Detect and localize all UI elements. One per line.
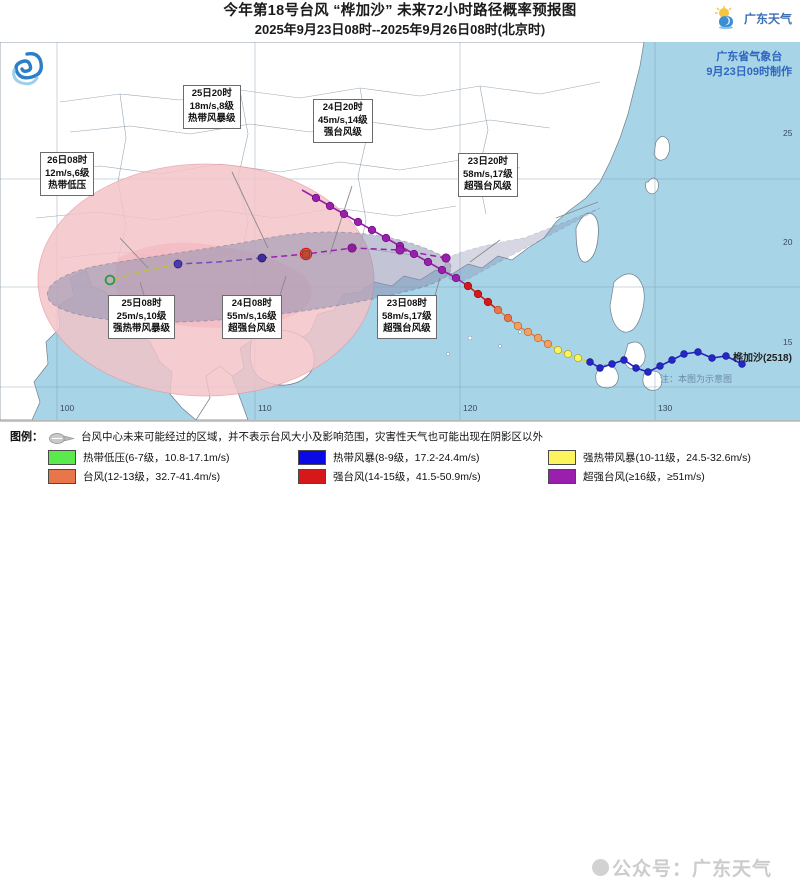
watermark-avatar (592, 859, 609, 876)
typhoon-swirl-icon (6, 48, 48, 88)
legend-item-superty: 超强台风(≥16级，≥51m/s) (548, 469, 793, 484)
callout-grade: 热带风暴级 (188, 113, 236, 124)
callout-24d-08[interactable]: 24日08时 55m/s,16级 超强台风级 (222, 295, 282, 339)
callout-24d-20[interactable]: 24日20时 45m/s,14级 强台风级 (313, 99, 373, 143)
swatch-severe-tropical-storm (548, 450, 576, 465)
callout-25d-20[interactable]: 25日20时 18m/s,8级 热带风暴级 (183, 85, 241, 129)
legend-text: 强热带风暴(10-11级，24.5-32.6m/s) (583, 452, 751, 464)
callout-wind: 58m/s,17级 (382, 310, 432, 322)
swatch-severe-typhoon (298, 469, 326, 484)
agency-stamp: 广东省气象台 9月23日09时制作 (706, 50, 792, 80)
page-title: 今年第18号台风 “桦加沙” 未来72小时路径概率预报图 (223, 3, 577, 19)
callout-grade: 强热带风暴级 (113, 323, 171, 334)
schematic-note: 注：本图为示意图 (660, 374, 733, 384)
legend-item-ts: 热带风暴(8-9级，17.2-24.4m/s) (298, 450, 548, 465)
fc-point-25d08 (257, 253, 267, 263)
fc-point-23d20 (395, 245, 405, 255)
callout-grade: 热带低压 (48, 180, 87, 191)
callout-time: 25日20时 (191, 88, 232, 99)
callout-time: 23日08时 (386, 298, 427, 309)
callout-23d-08[interactable]: 23日08时 58m/s,17级 超强台风级 (377, 295, 437, 339)
callout-grade: 超强台风级 (383, 323, 431, 334)
callout-wind: 12m/s,6级 (45, 167, 90, 179)
page-header: 今年第18号台风 “桦加沙” 未来72小时路径概率预报图 2025年9月23日0… (0, 0, 800, 42)
forecast-track-points (104, 243, 451, 286)
fc-point-23d08 (441, 253, 451, 263)
watermark-text: 公众号：广东天气 (612, 859, 773, 880)
callout-time: 24日20时 (322, 102, 363, 113)
legend-item-ty: 台风(12-13级，32.7-41.4m/s) (48, 469, 298, 484)
callout-wind: 55m/s,16级 (227, 310, 277, 322)
callout-25d-08[interactable]: 25日08时 25m/s,10级 强热带风暴级 (108, 295, 176, 339)
legend-cone-note: 台风中心未来可能经过的区域，并不表示台风大小及影响范围，灾害性天气也可能出现在阴… (81, 430, 543, 443)
legend-item-sty: 强台风(14-15级，41.5-50.9m/s) (298, 469, 548, 484)
callout-grade: 强台风级 (323, 127, 362, 138)
callout-grade: 超强台风级 (464, 181, 512, 192)
legend-header-row: 图例： 台风中心未来可能经过的区域，并不表示台风大小及影响范围，灾害性天气也可能… (10, 428, 543, 444)
agency-timestamp: 9月23日09时制作 (706, 66, 792, 78)
legend-label: 图例： (10, 431, 43, 443)
callout-time: 24日08时 (231, 298, 272, 309)
callout-wind: 45m/s,14级 (318, 114, 368, 126)
lat-tick-15: 15 (783, 337, 793, 347)
legend-item-td: 热带低压(6-7级，10.8-17.1m/s) (48, 450, 298, 465)
map-canvas[interactable]: 广东省气象台 9月23日09时制作 100 110 120 130 25 20 … (0, 42, 800, 421)
swatch-super-typhoon (548, 469, 576, 484)
typhoon-name-label: 桦加沙(2518) (733, 353, 792, 364)
philippines-islands (595, 136, 670, 391)
swatch-typhoon (48, 469, 76, 484)
brand-label: 广东天气 (743, 11, 792, 26)
lon-tick-120: 120 (463, 403, 478, 413)
lon-tick-100: 100 (60, 403, 75, 413)
callout-wind: 18m/s,8级 (189, 100, 234, 112)
fc-point-25d20 (173, 259, 183, 269)
callout-time: 26日08时 (47, 155, 88, 166)
history-track-points (311, 193, 746, 376)
fc-point-26d08 (104, 274, 116, 286)
callout-time: 25日08时 (121, 298, 162, 309)
callout-26d-08[interactable]: 26日08时 12m/s,6级 热带低压 (40, 152, 95, 196)
fc-point-24d20 (301, 249, 311, 259)
sun-cloud-logo-icon (714, 5, 741, 30)
title-block: 今年第18号台风 “桦加沙” 未来72小时路径概率预报图 2025年9月23日0… (150, 2, 650, 39)
lon-tick-110: 110 (258, 403, 272, 413)
callout-wind: 58m/s,17级 (463, 168, 513, 180)
lon-tick-130: 130 (658, 403, 673, 413)
legend-items-grid: 热带低压(6-7级，10.8-17.1m/s) 热带风暴(8-9级，17.2-2… (48, 448, 793, 486)
legend-text: 强台风(14-15级，41.5-50.9m/s) (333, 471, 481, 483)
landfall-marker (299, 247, 313, 261)
legend-item-sts: 强热带风暴(10-11级，24.5-32.6m/s) (548, 450, 793, 465)
swatch-tropical-storm (298, 450, 326, 465)
legend-text: 热带低压(6-7级，10.8-17.1m/s) (83, 452, 230, 464)
map-vector-layer (0, 42, 800, 420)
lat-tick-25: 25 (783, 128, 793, 138)
callout-23d-20[interactable]: 23日20时 58m/s,17级 超强台风级 (458, 153, 518, 197)
cone-shape-icon (49, 431, 75, 444)
callout-wind: 25m/s,10级 (116, 310, 167, 322)
legend-text: 台风(12-13级，32.7-41.4m/s) (83, 471, 221, 483)
taiwan-island (575, 212, 599, 263)
lat-tick-20: 20 (783, 237, 793, 247)
fc-point-24d08 (347, 243, 357, 253)
callout-time: 23日20时 (467, 156, 508, 167)
legend-text: 超强台风(≥16级，≥51m/s) (583, 471, 705, 483)
agency-name: 广东省气象台 (716, 51, 783, 63)
swatch-tropical-depression (48, 450, 76, 465)
brand-logo: 广东天气 (714, 5, 792, 30)
legend-panel: 图例： 台风中心未来可能经过的区域，并不表示台风大小及影响范围，灾害性天气也可能… (0, 421, 800, 880)
callout-grade: 超强台风级 (228, 323, 276, 334)
page-subtitle: 2025年9月23日08时--2025年9月26日08时(北京时) (254, 22, 546, 37)
legend-text: 热带风暴(8-9级，17.2-24.4m/s) (333, 452, 480, 464)
